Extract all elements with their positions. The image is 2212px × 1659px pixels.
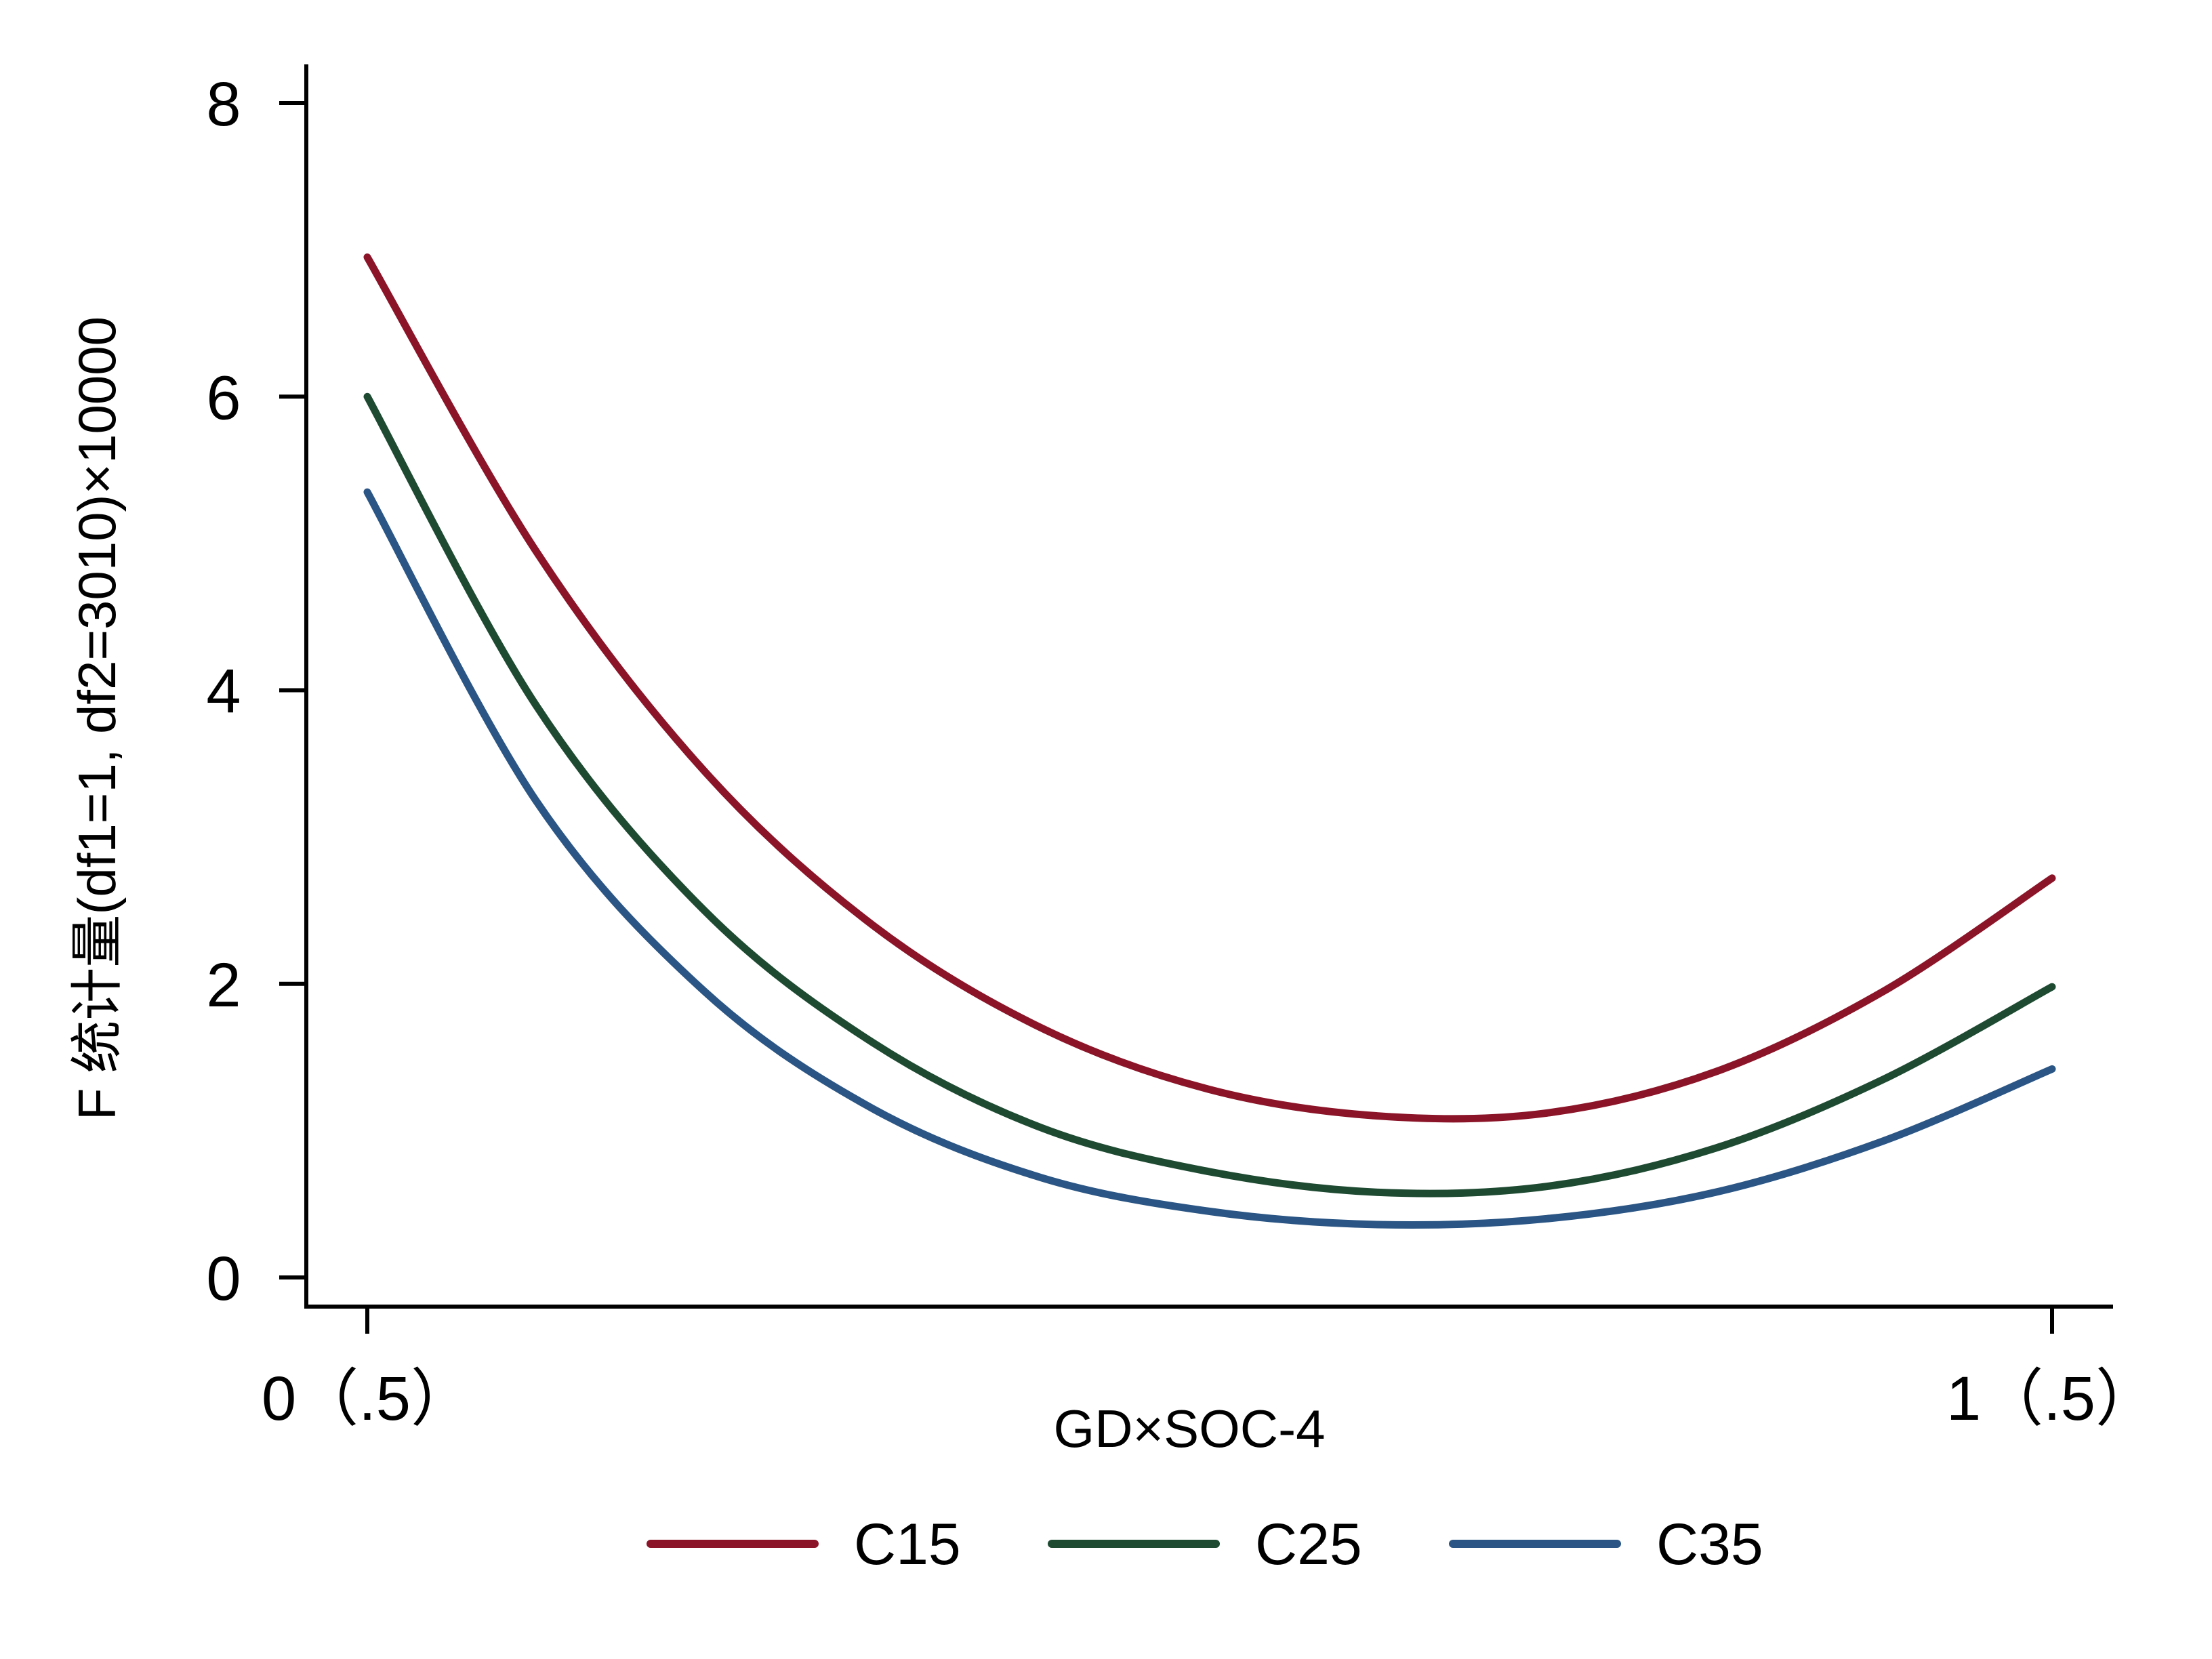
x-tick-label: 1（.5）: [1946, 1364, 2158, 1433]
x-tick-label: 0（.5）: [262, 1364, 473, 1433]
series-line-c15: [363, 253, 2056, 1123]
y-tick-label: 0: [206, 1244, 241, 1313]
legend-label-c15: C15: [854, 1512, 961, 1577]
x-ticks: 0（.5） 1（.5）: [262, 1307, 2158, 1433]
y-tick-label: 2: [206, 951, 241, 1020]
y-tick-label: 6: [206, 363, 241, 432]
series-layer: [363, 253, 2056, 1229]
legend-label-c25: C25: [1255, 1512, 1362, 1577]
legend-label-c35: C35: [1656, 1512, 1763, 1577]
y-axis-title: F 统计量(df1=1, df2=3010)×10000: [67, 316, 127, 1120]
series-line-c35: [363, 488, 2056, 1229]
y-tick-label: 4: [206, 657, 241, 726]
x-axis-title: GD×SOC-4: [1054, 1399, 1326, 1458]
legend: C15 C25 C35: [647, 1512, 1763, 1577]
y-ticks: 0 2 4 6 8: [206, 70, 306, 1313]
series-line-c25: [363, 392, 2056, 1197]
y-tick-label: 8: [206, 70, 241, 139]
axes: [304, 64, 2113, 1309]
